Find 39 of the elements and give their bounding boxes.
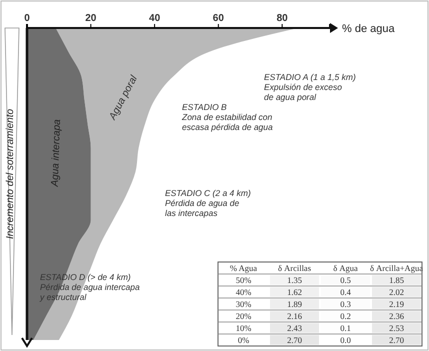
annotation: ESTADIO C (2 a 4 km) Pérdida de agua de las intercapas	[165, 188, 251, 218]
data-label: 2.43	[287, 323, 302, 333]
data-label: 2.70	[287, 335, 302, 345]
x-tick-label: 60	[212, 13, 224, 24]
data-label: 0.0	[340, 335, 351, 345]
y-axis-title: % Agua	[230, 263, 258, 273]
data-label: 0.2	[340, 311, 351, 321]
x-tick-label: 80	[276, 13, 288, 24]
data-label: 1.62	[287, 287, 302, 297]
data-label: 2.70	[389, 335, 404, 345]
x-tick-label: 20	[85, 13, 97, 24]
data-label: 1.35	[287, 275, 302, 285]
x-tick-label: 40	[149, 13, 161, 24]
y-tick-label: 10%	[236, 323, 252, 333]
y-tick-label: 0%	[238, 335, 250, 345]
data-label: 1.85	[389, 275, 404, 285]
data-label: 2.53	[389, 323, 404, 333]
data-label: 2.16	[287, 311, 302, 321]
data-label: 0.4	[340, 287, 352, 297]
data-label: 2.36	[389, 311, 404, 321]
annotation: ESTADIO B Zona de estabilidad con escasa pérdida de agua	[181, 102, 274, 132]
y-axis-title: Incremento del soterramiento	[5, 108, 16, 240]
y-tick-label: 40%	[236, 287, 252, 297]
data-label: 0.3	[340, 299, 351, 309]
y-tick-label: 50%	[236, 275, 252, 285]
series-label: Agua intercapa	[50, 118, 64, 188]
data-label: 2.19	[389, 299, 404, 309]
x-tick-label: δ Arcillas	[278, 263, 312, 273]
data-label: 0.1	[340, 323, 351, 333]
x-tick-label: 0	[24, 13, 30, 24]
x-axis-title: % de agua	[342, 23, 396, 35]
data-label: 0.5	[340, 275, 351, 285]
x-tick-label: δ Agua	[333, 263, 358, 273]
annotation: ESTADIO A (1 a 1,5 km) Expulsión de exceso de agua poral	[264, 72, 356, 102]
series-label: Agua poral	[106, 73, 140, 123]
y-tick-label: 30%	[236, 299, 252, 309]
y-tick-label: 20%	[236, 311, 252, 321]
data-label: 2.02	[389, 287, 404, 297]
data-label: 1.89	[287, 299, 302, 309]
